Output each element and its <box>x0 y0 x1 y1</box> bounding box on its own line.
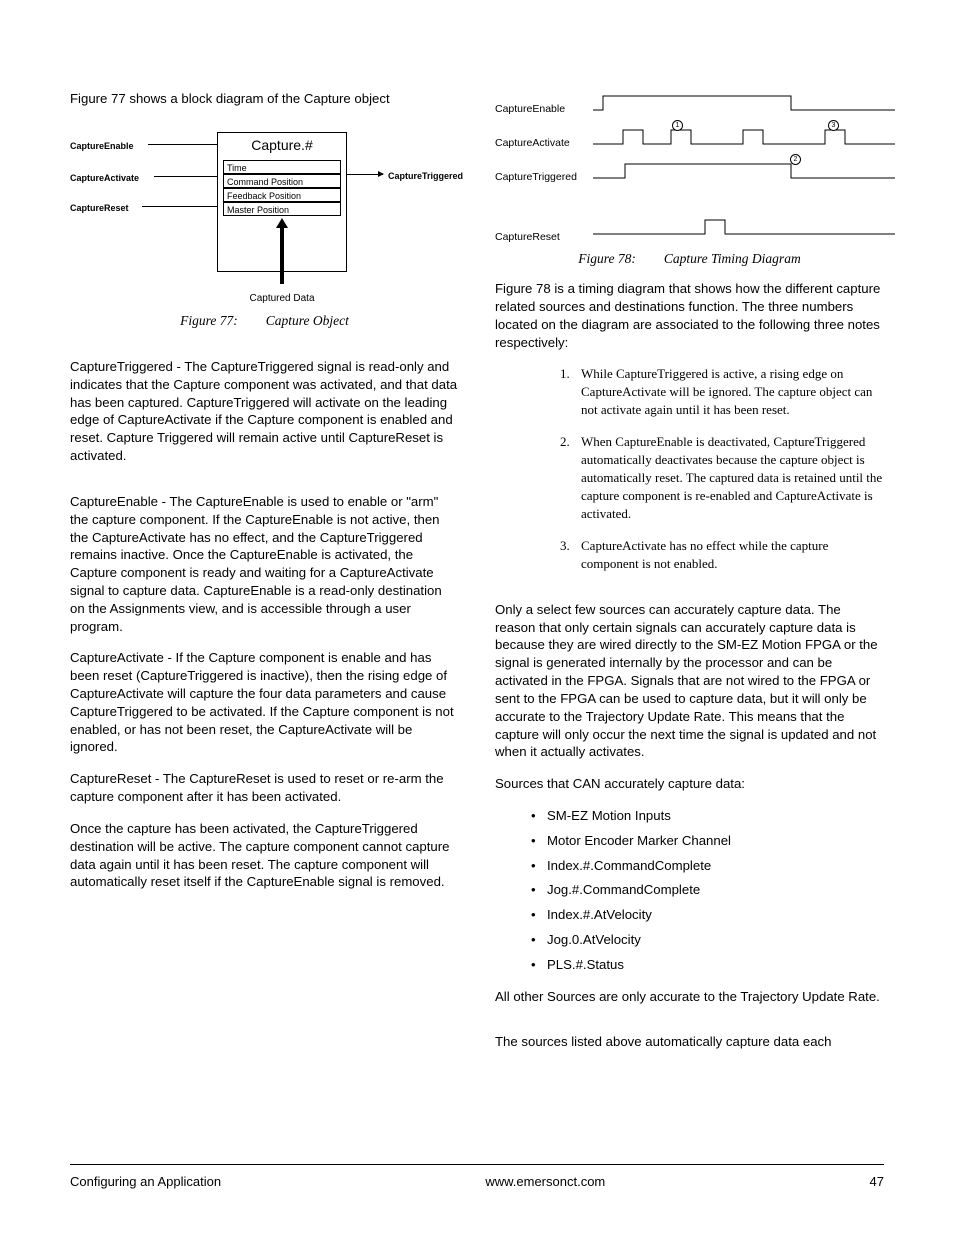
sources-list: SM-EZ Motion Inputs Motor Encoder Marker… <box>495 807 884 974</box>
source-item: PLS.#.Status <box>531 956 884 974</box>
para-enable: CaptureEnable - The CaptureEnable is use… <box>70 493 459 636</box>
label-capture-reset: CaptureReset <box>70 202 129 214</box>
para-other-sources: All other Sources are only accurate to t… <box>495 988 884 1006</box>
captured-data-label: Captured Data <box>217 292 347 306</box>
field-time: Time <box>223 160 341 174</box>
para-reset: CaptureReset - The CaptureReset is used … <box>70 770 459 806</box>
source-item: Index.#.CommandComplete <box>531 857 884 875</box>
diagram-title: Capture.# <box>217 136 347 155</box>
intro-text: Figure 77 shows a block diagram of the C… <box>70 90 459 108</box>
timing-waveforms <box>593 90 895 240</box>
timing-label-activate: CaptureActivate <box>495 136 587 150</box>
field-master-pos: Master Position <box>223 202 341 216</box>
timing-label-triggered: CaptureTriggered <box>495 170 587 184</box>
footer-page-number: 47 <box>870 1173 884 1191</box>
note-1: While CaptureTriggered is active, a risi… <box>573 365 884 419</box>
fig77-num: Figure 77: <box>180 313 238 328</box>
notes-list: While CaptureTriggered is active, a risi… <box>495 365 884 572</box>
para-select-sources: Only a select few sources can accurately… <box>495 601 884 761</box>
figure-78-diagram: CaptureEnable CaptureActivate CaptureTri… <box>495 90 895 240</box>
source-item: Motor Encoder Marker Channel <box>531 832 884 850</box>
figure-78-caption: Figure 78: Capture Timing Diagram <box>495 250 884 268</box>
note-marker-3: 3 <box>828 120 839 131</box>
note-2: When CaptureEnable is deactivated, Captu… <box>573 433 884 523</box>
source-item: Jog.0.AtVelocity <box>531 931 884 949</box>
label-capture-triggered: CaptureTriggered <box>388 170 463 182</box>
note-3: CaptureActivate has no effect while the … <box>573 537 884 573</box>
para-once-activated: Once the capture has been activated, the… <box>70 820 459 891</box>
source-item: SM-EZ Motion Inputs <box>531 807 884 825</box>
figure-77-caption: Figure 77: Capture Object <box>70 312 459 330</box>
footer-left: Configuring an Application <box>70 1173 221 1191</box>
fig78-num: Figure 78: <box>578 251 636 266</box>
note-marker-2: 2 <box>790 154 801 165</box>
fig77-text: Capture Object <box>266 313 349 328</box>
figure-77-diagram: Capture.# Time Command Position Feedback… <box>70 122 470 302</box>
timing-label-enable: CaptureEnable <box>495 102 587 116</box>
source-item: Jog.#.CommandComplete <box>531 881 884 899</box>
note-marker-1: 1 <box>672 120 683 131</box>
field-command-pos: Command Position <box>223 174 341 188</box>
field-feedback-pos: Feedback Position <box>223 188 341 202</box>
para-triggered: CaptureTriggered - The CaptureTriggered … <box>70 358 459 465</box>
label-capture-enable: CaptureEnable <box>70 140 134 152</box>
label-capture-activate: CaptureActivate <box>70 172 139 184</box>
footer-center: www.emersonct.com <box>485 1173 605 1191</box>
para-sources-can: Sources that CAN accurately capture data… <box>495 775 884 793</box>
source-item: Index.#.AtVelocity <box>531 906 884 924</box>
timing-label-reset: CaptureReset <box>495 230 587 244</box>
para-sources-auto: The sources listed above automatically c… <box>495 1033 884 1051</box>
page-footer: Configuring an Application www.emersonct… <box>70 1164 884 1191</box>
para-activate: CaptureActivate - If the Capture compone… <box>70 649 459 756</box>
para-timing-intro: Figure 78 is a timing diagram that shows… <box>495 280 884 351</box>
fig78-text: Capture Timing Diagram <box>664 251 801 266</box>
